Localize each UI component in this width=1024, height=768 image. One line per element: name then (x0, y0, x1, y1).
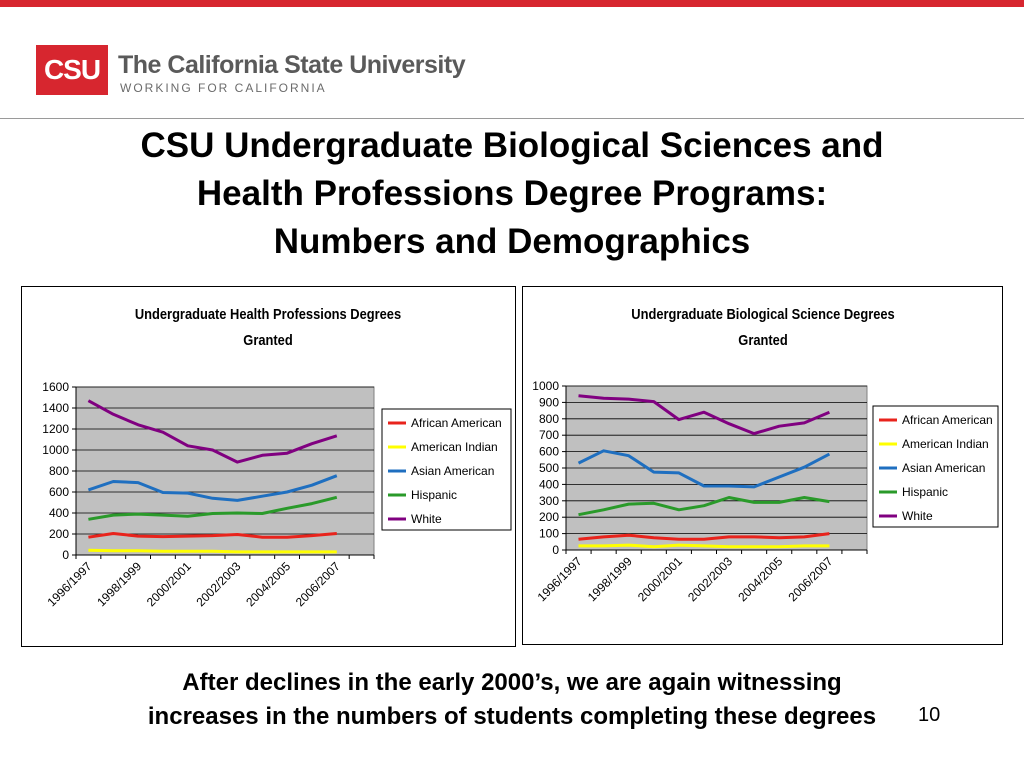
y-tick-label: 1000 (532, 379, 559, 393)
legend-label: Hispanic (902, 485, 948, 499)
y-tick-label: 600 (539, 445, 559, 459)
slide-title-line: CSU Undergraduate Biological Sciences an… (140, 126, 884, 165)
series-line (578, 543, 830, 549)
y-tick-label: 200 (539, 510, 559, 524)
chart-title: Granted (738, 331, 787, 348)
series-line (88, 495, 338, 521)
series-line (578, 532, 830, 541)
chart-title: Undergraduate Health Professions Degrees (135, 305, 401, 322)
y-tick-label: 0 (552, 543, 559, 557)
x-tick-label: 2002/2003 (685, 554, 735, 604)
organization-tagline: WORKING FOR CALIFORNIA (120, 81, 327, 95)
x-tick-label: 2004/2005 (735, 554, 785, 604)
y-tick-label: 500 (539, 461, 559, 475)
legend-label: Asian American (902, 461, 985, 475)
x-tick-label: 1998/1999 (94, 559, 144, 609)
x-tick-label: 2006/2007 (293, 559, 343, 609)
y-tick-label: 800 (539, 412, 559, 426)
legend-label: Hispanic (411, 488, 457, 502)
chart-title: Undergraduate Biological Science Degrees (631, 305, 895, 322)
y-tick-label: 800 (49, 464, 69, 478)
page-number: 10 (918, 704, 941, 726)
x-tick-label: 2006/2007 (785, 554, 835, 604)
legend-label: White (902, 509, 933, 523)
series-line (577, 449, 831, 489)
y-tick-label: 600 (49, 485, 69, 499)
biological-science-chart: Undergraduate Biological Science Degrees… (522, 286, 1003, 645)
y-tick-label: 200 (49, 527, 69, 541)
x-tick-label: 2004/2005 (243, 559, 293, 609)
y-tick-label: 1200 (42, 422, 69, 436)
logo-abbreviation: CSU (36, 45, 108, 95)
y-tick-label: 1000 (42, 443, 69, 457)
y-tick-label: 300 (539, 494, 559, 508)
legend-label: White (411, 512, 442, 526)
caption-line: After declines in the early 2000’s, we a… (182, 669, 842, 696)
health-professions-chart: Undergraduate Health Professions Degrees… (21, 286, 516, 647)
csu-logo: CSU The California State University WORK… (36, 45, 466, 105)
legend-label: Asian American (411, 464, 494, 478)
chart-svg: Undergraduate Health Professions Degrees… (42, 305, 512, 609)
series-line (88, 548, 337, 554)
y-tick-label: 700 (539, 428, 559, 442)
x-tick-label: 2000/2001 (144, 559, 194, 609)
series-line (87, 474, 338, 502)
y-tick-label: 900 (539, 395, 559, 409)
chart-title: Granted (243, 331, 292, 348)
y-tick-label: 400 (539, 477, 559, 491)
slide-title-line: Numbers and Demographics (273, 222, 751, 261)
y-tick-label: 400 (49, 506, 69, 520)
y-tick-label: 0 (62, 548, 69, 562)
series-line (88, 532, 337, 539)
y-tick-label: 100 (539, 527, 559, 541)
header-divider (0, 118, 1024, 119)
caption-line: increases in the numbers of students com… (147, 703, 877, 730)
legend-label: American Indian (411, 440, 498, 454)
x-tick-label: 2002/2003 (194, 559, 244, 609)
top-accent-bar (0, 0, 1024, 7)
organization-name: The California State University (118, 51, 466, 79)
series-line (578, 496, 830, 517)
x-tick-label: 1996/1997 (45, 559, 95, 609)
legend-label: American Indian (902, 437, 989, 451)
slide-caption: After declines in the early 2000’s, we a… (40, 666, 984, 734)
x-tick-label: 1996/1997 (535, 554, 585, 604)
series-line (578, 394, 830, 436)
slide-title-line: Health Professions Degree Programs: (196, 174, 828, 213)
slide-title: CSU Undergraduate Biological Sciences an… (40, 122, 984, 266)
x-tick-label: 2000/2001 (635, 554, 685, 604)
chart-svg: Undergraduate Biological Science Degrees… (532, 305, 999, 604)
legend-label: African American (411, 416, 502, 430)
y-tick-label: 1600 (42, 380, 69, 394)
series-line (87, 399, 338, 464)
legend-label: African American (902, 413, 993, 427)
x-tick-label: 1998/1999 (585, 554, 635, 604)
y-tick-label: 1400 (42, 401, 69, 415)
